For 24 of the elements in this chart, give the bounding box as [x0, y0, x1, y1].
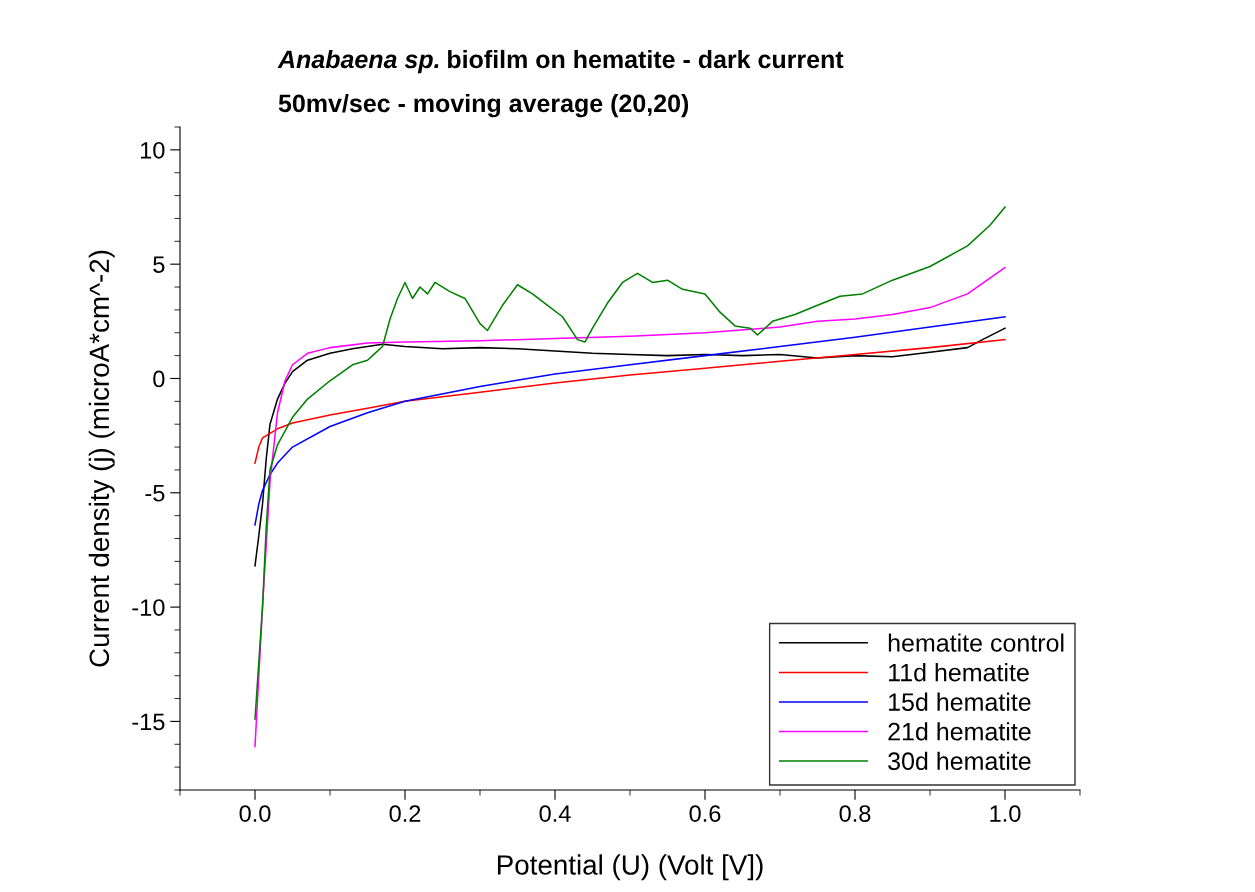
x-tick-label: 0.0: [239, 805, 271, 822]
legend-label: 15d hematite: [889, 692, 1031, 711]
chart-title: Anabaena sp. biofilm on hematite - dark current: [277, 49, 844, 74]
y-tick-label: 0: [153, 370, 165, 388]
x-tick-label: 0.4: [539, 805, 571, 822]
x-tick-label: 0.2: [389, 805, 421, 822]
y-tick-label: -5: [145, 485, 165, 502]
line-series: [254, 327, 1006, 567]
legend-label: hematite control: [888, 633, 1064, 652]
y-tick-label: -15: [132, 713, 165, 731]
line-series: [254, 338, 1006, 464]
x-tick-label: 0.6: [689, 805, 721, 822]
chart-subtitle: 50mv/sec - moving average (20,20): [278, 93, 689, 118]
y-tick-label: -10: [132, 599, 165, 616]
x-axis-title: Potential (U) (Volt [V]): [497, 854, 763, 881]
y-axis-title: Current density (j) (microA*cm^-2): [88, 250, 115, 667]
x-tick-label: 0.8: [839, 805, 871, 822]
legend-label: 30d hematite: [888, 751, 1031, 771]
line-series: [254, 315, 1006, 526]
y-tick-label: 10: [140, 141, 165, 159]
legend-label: 21d hematite: [888, 722, 1031, 741]
legend-label: 11d hematite: [889, 663, 1029, 682]
x-tick-label: 1.0: [990, 805, 1021, 822]
y-tick-label: 5: [153, 256, 165, 273]
